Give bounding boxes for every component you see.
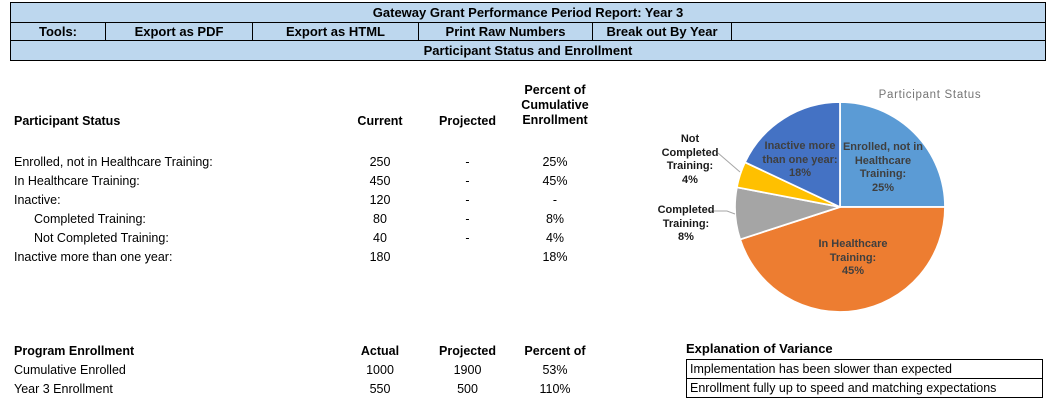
variance-note-field[interactable]: Enrollment fully up to speed and matchin… <box>686 377 1043 398</box>
pie-slice-4[interactable] <box>744 101 841 208</box>
percent-of-column-header: Percent of <box>524 343 586 358</box>
percent-value: 53% <box>542 362 568 377</box>
pie-label-in-healthcare: In Healthcare Training: 45% <box>818 237 888 277</box>
projected-value: - <box>465 211 470 226</box>
row-label: Not Completed Training: <box>34 230 169 245</box>
pie-label-inactive-more-year: Inactive more than one year: 18% <box>762 139 838 179</box>
row-label: In Healthcare Training: <box>14 173 140 188</box>
pie-label-completed: Completed Training: 8% <box>657 203 715 243</box>
percent-cumulative-enrollment-header: Percent of Cumulative Enrollment <box>521 83 589 127</box>
current-value: 450 <box>369 173 391 188</box>
percent-value: 18% <box>542 249 568 264</box>
table-row: Year 3 Enrollment 550 500 110% <box>14 379 605 398</box>
projected-value: 500 <box>457 381 478 396</box>
row-label: Enrolled, not in Healthcare Training: <box>14 154 213 169</box>
row-label: Year 3 Enrollment <box>14 381 113 396</box>
current-column-header: Current <box>357 114 403 128</box>
current-value: 40 <box>373 230 387 245</box>
export-as-pdf-button[interactable]: Export as PDF <box>105 22 253 41</box>
current-value: 120 <box>369 192 391 207</box>
participant-status-pie-chart[interactable]: Participant Status Enrolled, not in Heal… <box>630 72 1049 320</box>
export-as-html-button[interactable]: Export as HTML <box>252 22 419 41</box>
toolbar-empty-cell <box>731 22 1046 41</box>
variance-note-field[interactable]: Implementation has been slower than expe… <box>686 359 1043 379</box>
section-title: Participant Status and Enrollment <box>10 40 1046 61</box>
current-value: 80 <box>373 211 387 226</box>
table-row: Inactive: 120 - - <box>14 190 605 209</box>
percent-value: 25% <box>542 154 568 169</box>
variance-header: Explanation of Variance <box>686 341 833 356</box>
table-row: Completed Training: 80 - 8% <box>14 209 605 228</box>
table-row: Not Completed Training: 40 - 4% <box>14 228 605 247</box>
pie-slice-0[interactable] <box>839 101 946 208</box>
actual-value: 1000 <box>366 362 394 377</box>
tools-label: Tools: <box>10 22 106 41</box>
projected-value: - <box>465 154 470 169</box>
break-out-by-year-button[interactable]: Break out By Year <box>592 22 732 41</box>
percent-value: 110% <box>539 381 571 396</box>
percent-value: 45% <box>542 173 568 188</box>
projected-value: - <box>465 230 470 245</box>
pie-label-enrolled: Enrolled, not in Healthcare Training: 25… <box>842 141 924 194</box>
table-row: Cumulative Enrolled 1000 1900 53% <box>14 360 605 379</box>
projected-value: - <box>465 173 470 188</box>
percent-value: 4% <box>545 230 565 245</box>
participant-status-header: Participant Status <box>14 114 121 128</box>
print-raw-numbers-button[interactable]: Print Raw Numbers <box>418 22 593 41</box>
pie-svg <box>710 101 946 313</box>
current-value: 250 <box>369 154 391 169</box>
row-label: Inactive: <box>14 192 61 207</box>
current-value: 180 <box>369 249 391 264</box>
row-label: Cumulative Enrolled <box>14 362 126 377</box>
percent-value: 8% <box>545 211 565 226</box>
spacer-row <box>14 128 605 152</box>
projected-value: 1900 <box>453 362 482 377</box>
report-header-block: Gateway Grant Performance Period Report:… <box>10 2 1046 61</box>
chart-title: Participant Status <box>878 89 982 101</box>
row-label: Inactive more than one year: <box>14 249 173 264</box>
row-label: Completed Training: <box>34 211 146 226</box>
projected-column-header: Projected <box>439 114 496 128</box>
variance-section: Explanation of Variance Implementation h… <box>686 341 1043 398</box>
projected-value: - <box>465 192 470 207</box>
pie-slice-1[interactable] <box>739 206 946 313</box>
table-row: Enrolled, not in Healthcare Training: 25… <box>14 152 605 171</box>
program-enrollment-header: Program Enrollment <box>14 343 135 358</box>
actual-value: 550 <box>369 381 391 396</box>
leader-line-completed <box>710 210 736 215</box>
actual-column-header: Actual <box>360 343 400 358</box>
projected-column-header: Projected <box>439 343 496 358</box>
report-title: Gateway Grant Performance Period Report:… <box>10 2 1046 23</box>
program-enrollment-table: Program Enrollment Actual Projected Perc… <box>14 341 605 398</box>
participant-status-table: Participant Status Current Projected Per… <box>14 75 605 266</box>
table-row: In Healthcare Training: 450 - 45% <box>14 171 605 190</box>
pie-label-not-completed: Not Completed Training: 4% <box>661 133 719 186</box>
projected-value <box>430 247 505 266</box>
table-row: Inactive more than one year: 180 18% <box>14 247 605 266</box>
percent-value: - <box>552 192 558 207</box>
leader-line-not-completed <box>717 152 741 173</box>
